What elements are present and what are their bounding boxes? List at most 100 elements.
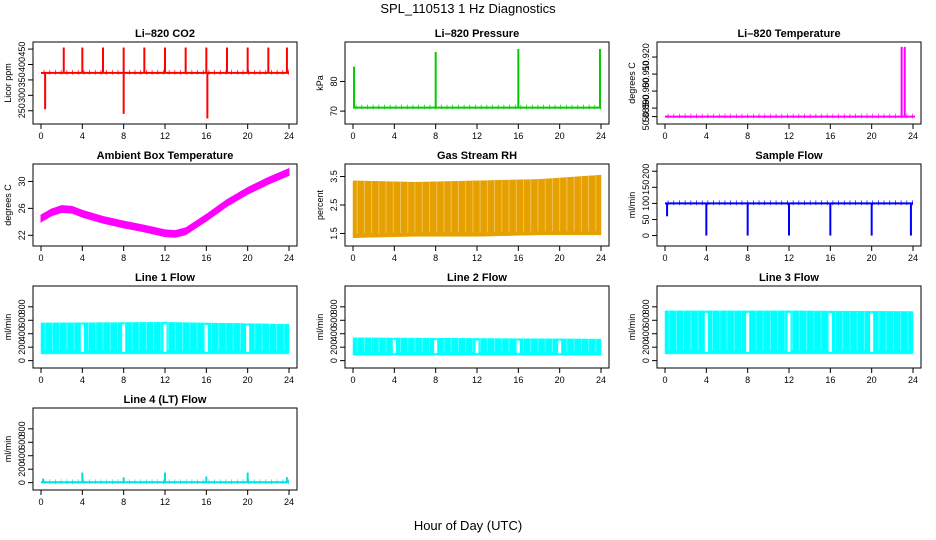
y-tick-label: 800 xyxy=(17,421,27,436)
series-group xyxy=(664,310,914,355)
x-tick-label: 24 xyxy=(596,253,606,263)
x-tick-label: 8 xyxy=(745,253,750,263)
y-tick-label: 0 xyxy=(641,233,651,238)
x-tick-label: 20 xyxy=(243,375,253,385)
x-tick-label: 24 xyxy=(284,375,294,385)
y-tick-label: 250 xyxy=(17,103,27,118)
series-area xyxy=(352,174,602,238)
y-tick-label: 600 xyxy=(641,313,651,328)
x-tick-label: 4 xyxy=(80,497,85,507)
x-tick-label: 20 xyxy=(867,253,877,263)
x-tick-label: 12 xyxy=(472,375,482,385)
y-tick-label: 100 xyxy=(641,196,651,211)
y-tick-label: 200 xyxy=(17,462,27,477)
y-tick-label: 0 xyxy=(17,480,27,485)
y-tick-label: 80 xyxy=(329,77,339,87)
series-gap xyxy=(392,339,396,354)
x-tick-label: 0 xyxy=(38,375,43,385)
x-tick-label: 20 xyxy=(243,253,253,263)
x-tick-label: 0 xyxy=(38,131,43,141)
series-gap xyxy=(475,340,479,354)
y-tick-label: 600 xyxy=(17,435,27,450)
panel-title: Sample Flow xyxy=(755,150,823,162)
x-tick-label: 20 xyxy=(867,375,877,385)
panel-title: Li–820 Temperature xyxy=(737,28,840,40)
plot-frame xyxy=(344,285,610,369)
y-axis-label: ml/min xyxy=(627,192,637,219)
y-tick-label: 1.5 xyxy=(329,227,339,240)
y-tick-label: 0 xyxy=(641,358,651,363)
series-group xyxy=(665,46,915,119)
x-tick-label: 0 xyxy=(38,253,43,263)
x-tick-label: 0 xyxy=(350,375,355,385)
y-tick-label: 400 xyxy=(17,326,27,341)
panel-2: Li–820 Pressure 0 4 8 12 16 20 24 70 80 kPa xyxy=(315,28,610,141)
x-tick-label: 16 xyxy=(825,131,835,141)
y-axis-label: percent xyxy=(315,189,325,220)
y-tick-label: 50.910 xyxy=(641,60,651,88)
series-gap xyxy=(746,312,750,352)
x-tick-label: 24 xyxy=(596,375,606,385)
panel-title: Gas Stream RH xyxy=(437,150,517,162)
y-tick-label: 400 xyxy=(329,326,339,341)
x-tick-label: 0 xyxy=(662,253,667,263)
x-tick-label: 12 xyxy=(160,131,170,141)
panel-title: Li–820 Pressure xyxy=(435,28,519,40)
x-tick-label: 12 xyxy=(784,131,794,141)
series-band xyxy=(40,167,290,238)
x-tick-label: 8 xyxy=(433,253,438,263)
series-group xyxy=(40,322,290,355)
y-tick-label: 200 xyxy=(641,164,651,179)
x-tick-label: 12 xyxy=(160,253,170,263)
x-tick-label: 24 xyxy=(908,375,918,385)
series-group xyxy=(665,200,913,236)
x-tick-label: 4 xyxy=(704,375,709,385)
x-tick-label: 16 xyxy=(513,375,523,385)
panel-title: Li–820 CO2 xyxy=(135,28,195,40)
y-tick-label: 200 xyxy=(329,340,339,355)
x-tick-label: 16 xyxy=(201,497,211,507)
y-axis-label: ml/min xyxy=(3,436,13,463)
x-tick-label: 4 xyxy=(80,253,85,263)
x-tick-label: 0 xyxy=(662,131,667,141)
y-tick-label: 50.890 xyxy=(641,94,651,122)
y-tick-label: 450 xyxy=(17,42,27,57)
x-tick-label: 20 xyxy=(867,131,877,141)
series-gap xyxy=(870,313,874,352)
y-tick-label: 50.900 xyxy=(641,77,651,105)
y-tick-label: 350 xyxy=(17,72,27,87)
x-tick-label: 4 xyxy=(704,131,709,141)
y-tick-label: 0 xyxy=(17,358,27,363)
y-tick-label: 400 xyxy=(17,448,27,463)
series-gap xyxy=(204,324,208,352)
x-tick-label: 16 xyxy=(201,253,211,263)
x-tick-label: 8 xyxy=(433,375,438,385)
panel-3: Li–820 Temperature 0 4 8 12 16 20 24 50.88550.89… xyxy=(627,28,922,141)
x-tick-label: 16 xyxy=(201,131,211,141)
page-title: SPL_110513 1 Hz Diagnostics xyxy=(380,1,556,16)
x-tick-label: 16 xyxy=(513,131,523,141)
series-group xyxy=(40,167,290,238)
panel-10: Line 4 (LT) Flow 0 4 8 12 16 20 24 0 200400600800… xyxy=(3,394,298,507)
x-tick-label: 16 xyxy=(201,375,211,385)
x-tick-label: 12 xyxy=(784,253,794,263)
y-tick-label: 600 xyxy=(329,313,339,328)
x-tick-label: 20 xyxy=(243,131,253,141)
series-gap xyxy=(516,340,520,354)
plot-frame xyxy=(656,41,922,125)
x-tick-label: 0 xyxy=(38,497,43,507)
x-tick-label: 4 xyxy=(80,131,85,141)
x-tick-label: 8 xyxy=(745,131,750,141)
series-group xyxy=(352,337,602,356)
x-tick-label: 24 xyxy=(284,131,294,141)
y-tick-label: 22 xyxy=(17,230,27,240)
y-tick-label: 200 xyxy=(17,340,27,355)
series-gap xyxy=(787,312,791,352)
panel-title: Line 2 Flow xyxy=(447,272,507,284)
y-axis-label: ml/min xyxy=(3,314,13,341)
x-tick-label: 20 xyxy=(243,497,253,507)
series-gap xyxy=(246,325,250,352)
x-tick-label: 16 xyxy=(825,375,835,385)
